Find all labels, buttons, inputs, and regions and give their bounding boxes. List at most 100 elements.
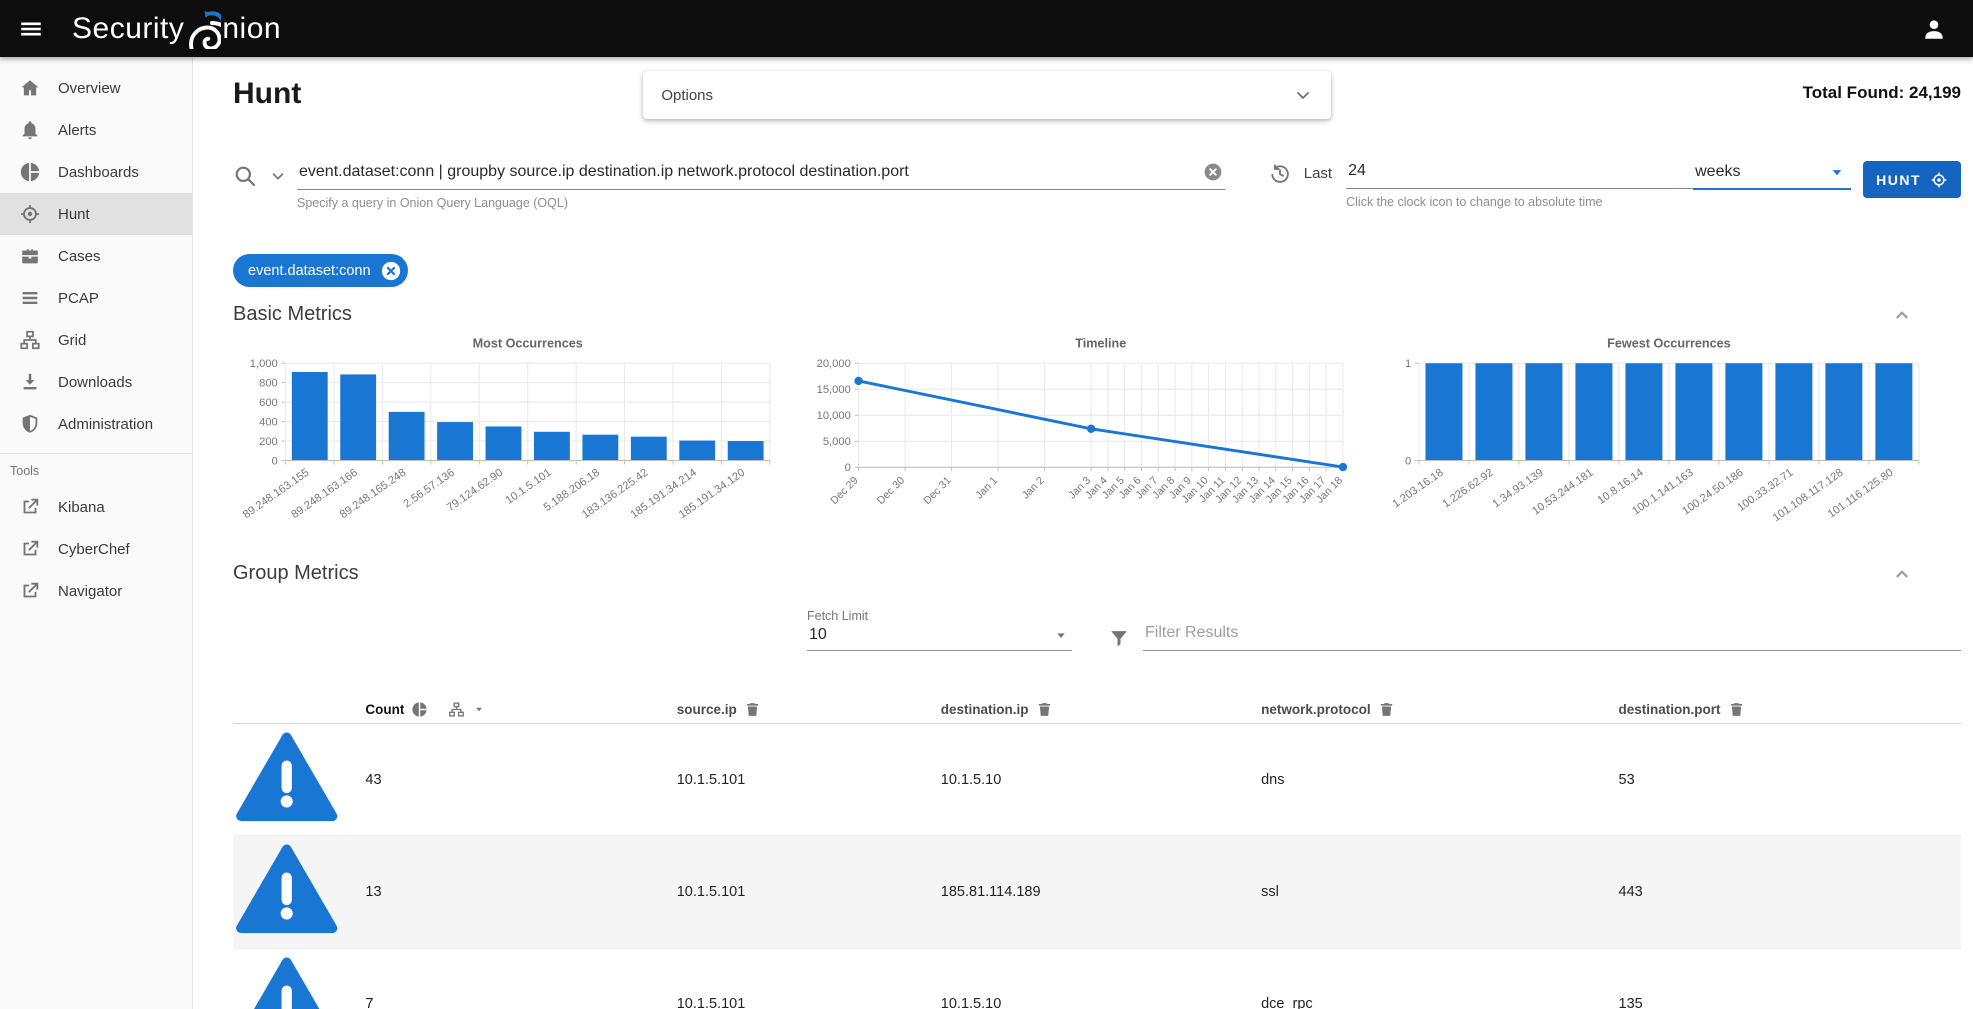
caret-down-icon[interactable] bbox=[1052, 626, 1070, 644]
query-dropdown-icon[interactable] bbox=[269, 167, 287, 185]
timeline-chart-svg[interactable]: Timeline05,00010,00015,00020,000Dec 29De… bbox=[808, 336, 1353, 538]
table-row[interactable]: 710.1.5.10110.1.5.10dce_rpc135 bbox=[233, 948, 1961, 1009]
svg-text:1.203.16.18: 1.203.16.18 bbox=[1391, 467, 1446, 511]
shield-icon bbox=[19, 413, 41, 435]
sidebar-item-cyberchef[interactable]: CyberChef bbox=[0, 528, 192, 570]
sidebar-item-label: CyberChef bbox=[58, 541, 130, 558]
brand-text-prefix: Security bbox=[72, 12, 184, 46]
svg-text:10.8.16.14: 10.8.16.14 bbox=[1596, 467, 1646, 507]
sidebar-item-label: Overview bbox=[58, 80, 121, 97]
time-value-input[interactable]: 24 bbox=[1346, 161, 1693, 189]
cell-count: 13 bbox=[340, 836, 666, 948]
basic-metrics-title: Basic Metrics bbox=[233, 303, 352, 326]
warning-triangle-icon[interactable] bbox=[233, 949, 340, 1009]
sidebar-item-overview[interactable]: Overview bbox=[0, 67, 192, 109]
caret-down-icon[interactable] bbox=[1827, 162, 1847, 182]
chip-close-icon[interactable] bbox=[380, 260, 402, 282]
svg-text:400: 400 bbox=[259, 416, 278, 428]
collapse-group-metrics-icon[interactable] bbox=[1891, 563, 1913, 585]
warning-triangle-icon[interactable] bbox=[233, 724, 340, 831]
pie-chart-icon bbox=[19, 161, 41, 183]
cell-destination-ip: 10.1.5.10 bbox=[933, 948, 1254, 1009]
top-bar: Security nion bbox=[0, 0, 1973, 57]
sidebar-item-pcap[interactable]: PCAP bbox=[0, 277, 192, 319]
svg-text:Jan 1: Jan 1 bbox=[973, 475, 1000, 502]
row-alert-column-header bbox=[233, 695, 340, 723]
collapse-basic-metrics-icon[interactable] bbox=[1891, 304, 1913, 326]
sidebar-item-label: Cases bbox=[58, 248, 101, 265]
external-link-icon bbox=[19, 580, 41, 602]
group-metrics-title: Group Metrics bbox=[233, 562, 359, 585]
table-header-row: Count source.ipdestination.ip network.prot… bbox=[233, 695, 1961, 723]
caret-down-icon[interactable] bbox=[472, 702, 486, 716]
query-field[interactable]: event.dataset:conn | groupby source.ip d… bbox=[297, 161, 1225, 210]
bell-icon bbox=[19, 119, 41, 141]
sidebar-item-hunt[interactable]: Hunt bbox=[0, 193, 192, 235]
group-metrics-table: Count source.ipdestination.ip network.prot… bbox=[233, 695, 1961, 1009]
sidebar-item-navigator[interactable]: Navigator bbox=[0, 570, 192, 612]
sidebar-item-alerts[interactable]: Alerts bbox=[0, 109, 192, 151]
sidebar-item-label: Dashboards bbox=[58, 164, 139, 181]
column-header-count[interactable]: Count bbox=[340, 695, 666, 723]
time-unit-select[interactable]: weeks bbox=[1693, 161, 1851, 190]
clear-query-icon[interactable] bbox=[1203, 162, 1223, 182]
cell-destination-ip: 10.1.5.10 bbox=[933, 723, 1254, 835]
sidebar-item-cases[interactable]: Cases bbox=[0, 235, 192, 277]
brand-text-suffix: nion bbox=[222, 12, 281, 46]
trash-icon[interactable] bbox=[1728, 701, 1745, 718]
trash-icon[interactable] bbox=[1036, 701, 1053, 718]
svg-text:15,000: 15,000 bbox=[816, 384, 850, 396]
column-label: Count bbox=[365, 702, 404, 717]
svg-text:Most Occurrences: Most Occurrences bbox=[473, 337, 583, 351]
svg-text:Fewest Occurrences: Fewest Occurrences bbox=[1608, 337, 1732, 351]
time-value-field[interactable]: 24 Click the clock icon to change to abs… bbox=[1346, 161, 1693, 209]
pie-chart-icon[interactable] bbox=[411, 701, 428, 718]
warning-triangle-icon[interactable] bbox=[233, 836, 340, 943]
sidebar-item-label: Downloads bbox=[58, 374, 132, 391]
sidebar-item-label: Alerts bbox=[58, 122, 96, 139]
column-header-destination-port[interactable]: destination.port bbox=[1611, 695, 1961, 723]
table-row[interactable]: 4310.1.5.10110.1.5.10dns53 bbox=[233, 723, 1961, 835]
history-clock-icon[interactable] bbox=[1269, 163, 1291, 185]
search-icon[interactable] bbox=[233, 164, 257, 188]
trash-icon[interactable] bbox=[744, 701, 761, 718]
sidebar-item-label: Navigator bbox=[58, 583, 122, 600]
sidebar-item-label: Grid bbox=[58, 332, 86, 349]
filter-results-input[interactable]: Filter Results bbox=[1143, 624, 1961, 651]
total-found: Total Found: 24,199 bbox=[1803, 83, 1961, 103]
fetch-limit-select[interactable]: Fetch Limit 10 bbox=[807, 609, 1072, 651]
sitemap-icon[interactable] bbox=[448, 701, 465, 718]
column-header-destination-ip[interactable]: destination.ip bbox=[933, 695, 1254, 723]
sidebar-item-grid[interactable]: Grid bbox=[0, 319, 192, 361]
filter-chip[interactable]: event.dataset:conn bbox=[233, 254, 408, 287]
sidebar-item-dashboards[interactable]: Dashboards bbox=[0, 151, 192, 193]
options-panel[interactable]: Options bbox=[643, 71, 1331, 119]
query-input[interactable]: event.dataset:conn | groupby source.ip d… bbox=[299, 163, 1203, 181]
sidebar-item-label: PCAP bbox=[58, 290, 99, 307]
hunt-button[interactable]: HUNT bbox=[1863, 161, 1961, 198]
sidebar-item-kibana[interactable]: Kibana bbox=[0, 486, 192, 528]
time-helper-text: Click the clock icon to change to absolu… bbox=[1346, 195, 1693, 209]
chevron-down-icon[interactable] bbox=[1293, 85, 1313, 105]
user-icon[interactable] bbox=[1921, 16, 1947, 42]
svg-text:Timeline: Timeline bbox=[1075, 337, 1126, 351]
sidebar: Overview Alerts Dashboards Hunt Cases PCAP Gri… bbox=[0, 57, 193, 1009]
column-header-network-protocol[interactable]: network.protocol bbox=[1254, 695, 1610, 723]
menu-icon[interactable] bbox=[18, 16, 44, 42]
sidebar-item-downloads[interactable]: Downloads bbox=[0, 361, 192, 403]
query-helper-text: Specify a query in Onion Query Language … bbox=[297, 196, 1225, 210]
fewest-occurrences-chart-svg[interactable]: Fewest Occurrences011.203.16.181.226.62.… bbox=[1382, 336, 1927, 538]
hunt-button-label: HUNT bbox=[1876, 172, 1921, 188]
table-row[interactable]: 1310.1.5.101185.81.114.189ssl443 bbox=[233, 836, 1961, 948]
funnel-icon bbox=[1108, 627, 1130, 649]
most-occurrences-chart: Most Occurrences02004006008001,00089.248… bbox=[233, 336, 778, 538]
sidebar-item-administration[interactable]: Administration bbox=[0, 403, 192, 445]
column-header-source-ip[interactable]: source.ip bbox=[667, 695, 933, 723]
trash-icon[interactable] bbox=[1378, 701, 1395, 718]
column-label: network.protocol bbox=[1261, 702, 1371, 717]
cell-network-protocol: ssl bbox=[1254, 836, 1610, 948]
svg-text:0: 0 bbox=[272, 455, 278, 467]
cell-destination-port: 443 bbox=[1611, 836, 1961, 948]
most-occurrences-chart-svg[interactable]: Most Occurrences02004006008001,00089.248… bbox=[233, 336, 778, 538]
crosshair-icon bbox=[1930, 171, 1948, 189]
